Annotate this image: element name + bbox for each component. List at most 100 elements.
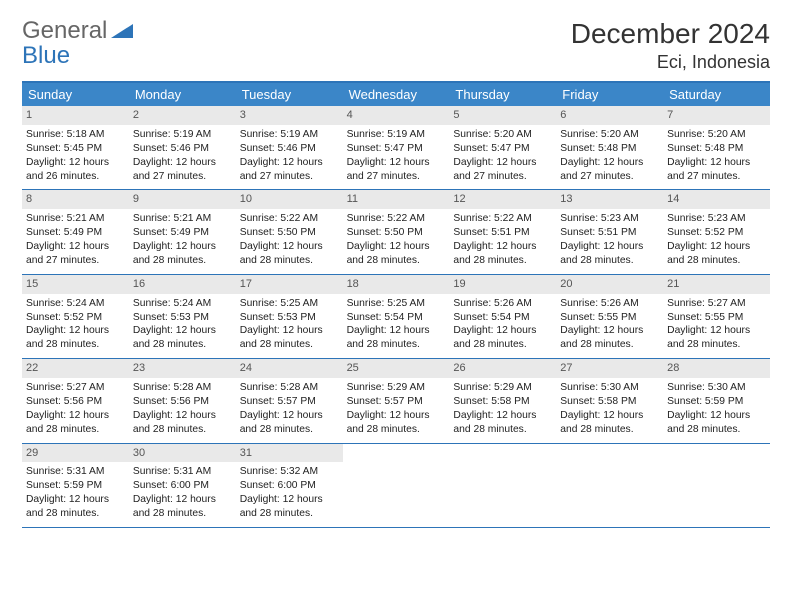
daylight-line: Daylight: 12 hours and 28 minutes. — [347, 240, 446, 268]
weekday-header: Friday — [556, 83, 663, 106]
day-number: 8 — [22, 190, 129, 209]
sunrise-line: Sunrise: 5:18 AM — [26, 128, 125, 142]
day-cell: 6Sunrise: 5:20 AMSunset: 5:48 PMDaylight… — [556, 106, 663, 189]
day-number: 25 — [343, 359, 450, 378]
daylight-line: Daylight: 12 hours and 28 minutes. — [133, 409, 232, 437]
day-cell: 8Sunrise: 5:21 AMSunset: 5:49 PMDaylight… — [22, 190, 129, 273]
daylight-line: Daylight: 12 hours and 28 minutes. — [240, 493, 339, 521]
day-cell: 16Sunrise: 5:24 AMSunset: 5:53 PMDayligh… — [129, 275, 236, 358]
sunrise-line: Sunrise: 5:22 AM — [453, 212, 552, 226]
weekday-header-row: SundayMondayTuesdayWednesdayThursdayFrid… — [22, 83, 770, 106]
sunset-line: Sunset: 5:56 PM — [133, 395, 232, 409]
day-cell: 18Sunrise: 5:25 AMSunset: 5:54 PMDayligh… — [343, 275, 450, 358]
sunset-line: Sunset: 6:00 PM — [133, 479, 232, 493]
sunrise-line: Sunrise: 5:27 AM — [26, 381, 125, 395]
day-cell: 4Sunrise: 5:19 AMSunset: 5:47 PMDaylight… — [343, 106, 450, 189]
weekday-header: Sunday — [22, 83, 129, 106]
sunset-line: Sunset: 5:56 PM — [26, 395, 125, 409]
day-cell: 10Sunrise: 5:22 AMSunset: 5:50 PMDayligh… — [236, 190, 343, 273]
day-number: 31 — [236, 444, 343, 463]
daylight-line: Daylight: 12 hours and 28 minutes. — [560, 240, 659, 268]
day-number: 21 — [663, 275, 770, 294]
sunset-line: Sunset: 5:50 PM — [347, 226, 446, 240]
sunrise-line: Sunrise: 5:27 AM — [667, 297, 766, 311]
week-row: 22Sunrise: 5:27 AMSunset: 5:56 PMDayligh… — [22, 359, 770, 443]
sunrise-line: Sunrise: 5:21 AM — [26, 212, 125, 226]
daylight-line: Daylight: 12 hours and 27 minutes. — [347, 156, 446, 184]
day-cell: 2Sunrise: 5:19 AMSunset: 5:46 PMDaylight… — [129, 106, 236, 189]
title-block: December 2024 Eci, Indonesia — [571, 18, 770, 73]
sunrise-line: Sunrise: 5:29 AM — [453, 381, 552, 395]
day-cell: 31Sunrise: 5:32 AMSunset: 6:00 PMDayligh… — [236, 444, 343, 527]
sunset-line: Sunset: 5:50 PM — [240, 226, 339, 240]
sunrise-line: Sunrise: 5:25 AM — [240, 297, 339, 311]
daylight-line: Daylight: 12 hours and 28 minutes. — [133, 324, 232, 352]
sunrise-line: Sunrise: 5:19 AM — [347, 128, 446, 142]
day-number: 5 — [449, 106, 556, 125]
day-number: 6 — [556, 106, 663, 125]
daylight-line: Daylight: 12 hours and 27 minutes. — [560, 156, 659, 184]
sunrise-line: Sunrise: 5:30 AM — [560, 381, 659, 395]
day-cell: 27Sunrise: 5:30 AMSunset: 5:58 PMDayligh… — [556, 359, 663, 442]
day-number: 22 — [22, 359, 129, 378]
sunset-line: Sunset: 5:48 PM — [667, 142, 766, 156]
day-number: 7 — [663, 106, 770, 125]
day-number: 23 — [129, 359, 236, 378]
day-number: 30 — [129, 444, 236, 463]
day-number: 1 — [22, 106, 129, 125]
day-cell: 13Sunrise: 5:23 AMSunset: 5:51 PMDayligh… — [556, 190, 663, 273]
day-number: 9 — [129, 190, 236, 209]
day-cell: . — [556, 444, 663, 527]
day-number: 3 — [236, 106, 343, 125]
week-row: 15Sunrise: 5:24 AMSunset: 5:52 PMDayligh… — [22, 275, 770, 359]
day-number: 28 — [663, 359, 770, 378]
daylight-line: Daylight: 12 hours and 27 minutes. — [240, 156, 339, 184]
logo-text-blue: Blue — [22, 43, 133, 68]
daylight-line: Daylight: 12 hours and 28 minutes. — [453, 240, 552, 268]
daylight-line: Daylight: 12 hours and 27 minutes. — [26, 240, 125, 268]
day-cell: 12Sunrise: 5:22 AMSunset: 5:51 PMDayligh… — [449, 190, 556, 273]
sunset-line: Sunset: 5:52 PM — [26, 311, 125, 325]
day-number: 16 — [129, 275, 236, 294]
sunset-line: Sunset: 5:57 PM — [240, 395, 339, 409]
sunset-line: Sunset: 5:47 PM — [453, 142, 552, 156]
sunrise-line: Sunrise: 5:25 AM — [347, 297, 446, 311]
day-cell: 28Sunrise: 5:30 AMSunset: 5:59 PMDayligh… — [663, 359, 770, 442]
sunrise-line: Sunrise: 5:31 AM — [26, 465, 125, 479]
daylight-line: Daylight: 12 hours and 28 minutes. — [347, 409, 446, 437]
day-cell: 20Sunrise: 5:26 AMSunset: 5:55 PMDayligh… — [556, 275, 663, 358]
day-cell: 29Sunrise: 5:31 AMSunset: 5:59 PMDayligh… — [22, 444, 129, 527]
daylight-line: Daylight: 12 hours and 28 minutes. — [453, 324, 552, 352]
week-row: 1Sunrise: 5:18 AMSunset: 5:45 PMDaylight… — [22, 106, 770, 190]
sunset-line: Sunset: 5:59 PM — [26, 479, 125, 493]
day-number: 13 — [556, 190, 663, 209]
week-row: 29Sunrise: 5:31 AMSunset: 5:59 PMDayligh… — [22, 444, 770, 528]
sunset-line: Sunset: 5:45 PM — [26, 142, 125, 156]
sunset-line: Sunset: 5:54 PM — [453, 311, 552, 325]
day-cell: 14Sunrise: 5:23 AMSunset: 5:52 PMDayligh… — [663, 190, 770, 273]
sunset-line: Sunset: 5:52 PM — [667, 226, 766, 240]
week-row: 8Sunrise: 5:21 AMSunset: 5:49 PMDaylight… — [22, 190, 770, 274]
daylight-line: Daylight: 12 hours and 26 minutes. — [26, 156, 125, 184]
sunrise-line: Sunrise: 5:29 AM — [347, 381, 446, 395]
day-number: 19 — [449, 275, 556, 294]
sunset-line: Sunset: 5:47 PM — [347, 142, 446, 156]
day-cell: 30Sunrise: 5:31 AMSunset: 6:00 PMDayligh… — [129, 444, 236, 527]
day-cell: 21Sunrise: 5:27 AMSunset: 5:55 PMDayligh… — [663, 275, 770, 358]
logo-triangle-icon — [111, 18, 133, 43]
day-cell: 17Sunrise: 5:25 AMSunset: 5:53 PMDayligh… — [236, 275, 343, 358]
daylight-line: Daylight: 12 hours and 28 minutes. — [667, 240, 766, 268]
sunset-line: Sunset: 5:55 PM — [560, 311, 659, 325]
day-cell: 1 Sunrise: 5:18 AMSunset: 5:45 PMDaylight… — [22, 106, 129, 189]
location-label: Eci, Indonesia — [571, 52, 770, 73]
day-cell: . — [663, 444, 770, 527]
sunset-line: Sunset: 5:51 PM — [453, 226, 552, 240]
daylight-line: Daylight: 12 hours and 28 minutes. — [560, 324, 659, 352]
daylight-line: Daylight: 12 hours and 27 minutes. — [453, 156, 552, 184]
weekday-header: Thursday — [449, 83, 556, 106]
day-number: 15 — [22, 275, 129, 294]
sunset-line: Sunset: 5:57 PM — [347, 395, 446, 409]
calendar: SundayMondayTuesdayWednesdayThursdayFrid… — [22, 81, 770, 528]
daylight-line: Daylight: 12 hours and 28 minutes. — [133, 240, 232, 268]
sunrise-line: Sunrise: 5:20 AM — [560, 128, 659, 142]
